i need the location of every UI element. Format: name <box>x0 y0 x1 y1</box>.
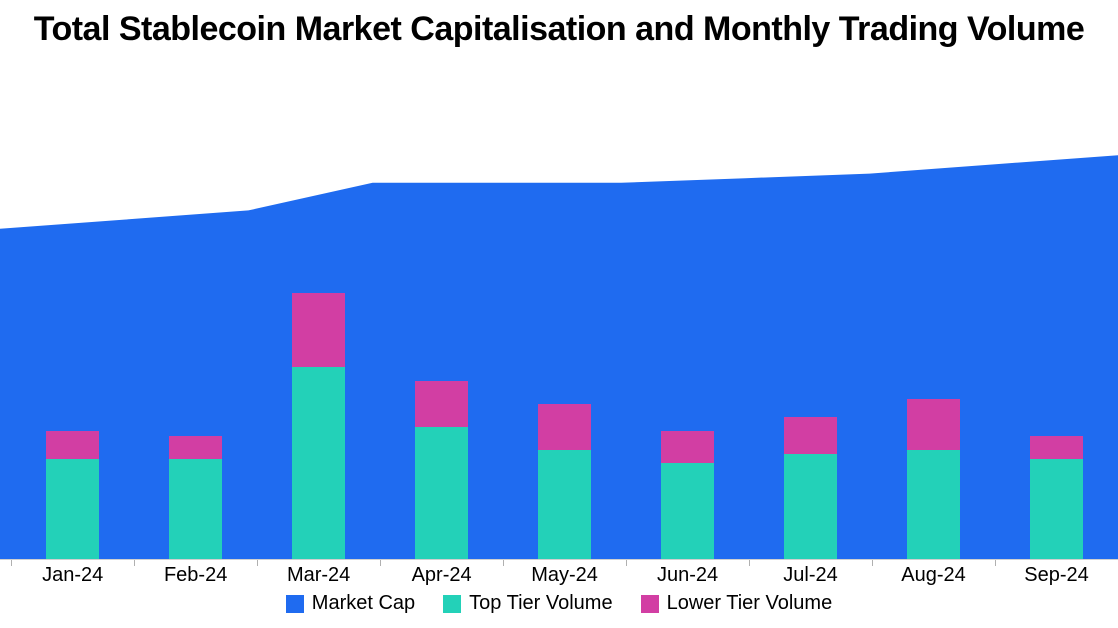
legend-label: Top Tier Volume <box>469 592 612 615</box>
bar-segment-top-tier <box>169 459 223 560</box>
legend-label: Market Cap <box>312 592 415 615</box>
bar-segment-lower-tier <box>169 436 223 459</box>
legend: Market Cap Top Tier Volume Lower Tier Volu… <box>0 592 1118 615</box>
bar <box>661 100 715 560</box>
bar-segment-top-tier <box>907 450 961 560</box>
legend-label: Lower Tier Volume <box>667 592 833 615</box>
bar-segment-top-tier <box>661 463 715 560</box>
x-tick-label: Sep-24 <box>1024 564 1089 587</box>
legend-item: Top Tier Volume <box>443 592 612 615</box>
legend-item: Market Cap <box>286 592 415 615</box>
x-tick-label: Mar-24 <box>287 564 350 587</box>
bar-segment-top-tier <box>415 427 469 560</box>
legend-item: Lower Tier Volume <box>641 592 833 615</box>
legend-swatch <box>443 595 461 613</box>
bar <box>907 100 961 560</box>
bar <box>1030 100 1084 560</box>
bar-segment-lower-tier <box>292 293 346 367</box>
bar-segment-top-tier <box>784 454 838 560</box>
bar <box>538 100 592 560</box>
bar-segment-lower-tier <box>1030 436 1084 459</box>
chart-container: Total Stablecoin Market Capitalisation a… <box>0 0 1118 628</box>
bar-segment-top-tier <box>1030 459 1084 560</box>
bar <box>784 100 838 560</box>
x-tick-label: Jul-24 <box>783 564 837 587</box>
bar-segment-lower-tier <box>907 399 961 450</box>
bar-segment-lower-tier <box>784 417 838 454</box>
bar <box>415 100 469 560</box>
bar-group <box>0 100 1118 560</box>
plot-area <box>0 100 1118 560</box>
x-tick-label: Jun-24 <box>657 564 718 587</box>
bar-segment-lower-tier <box>661 431 715 463</box>
bar-segment-lower-tier <box>538 404 592 450</box>
bar-segment-top-tier <box>46 459 100 560</box>
x-tick-label: Jan-24 <box>42 564 103 587</box>
bar <box>46 100 100 560</box>
bar-segment-top-tier <box>292 367 346 560</box>
legend-swatch <box>286 595 304 613</box>
bar <box>169 100 223 560</box>
bar-segment-top-tier <box>538 450 592 560</box>
x-tick-label: May-24 <box>531 564 598 587</box>
x-tick-label: Apr-24 <box>412 564 472 587</box>
bar <box>292 100 346 560</box>
x-tick-label: Feb-24 <box>164 564 227 587</box>
bar-segment-lower-tier <box>46 431 100 459</box>
x-tick-label: Aug-24 <box>901 564 966 587</box>
chart-title: Total Stablecoin Market Capitalisation a… <box>0 10 1118 49</box>
legend-swatch <box>641 595 659 613</box>
x-axis-labels: Jan-24 Feb-24 Mar-24 Apr-24 May-24 Jun-24 Jul-… <box>0 560 1118 588</box>
bar-segment-lower-tier <box>415 381 469 427</box>
